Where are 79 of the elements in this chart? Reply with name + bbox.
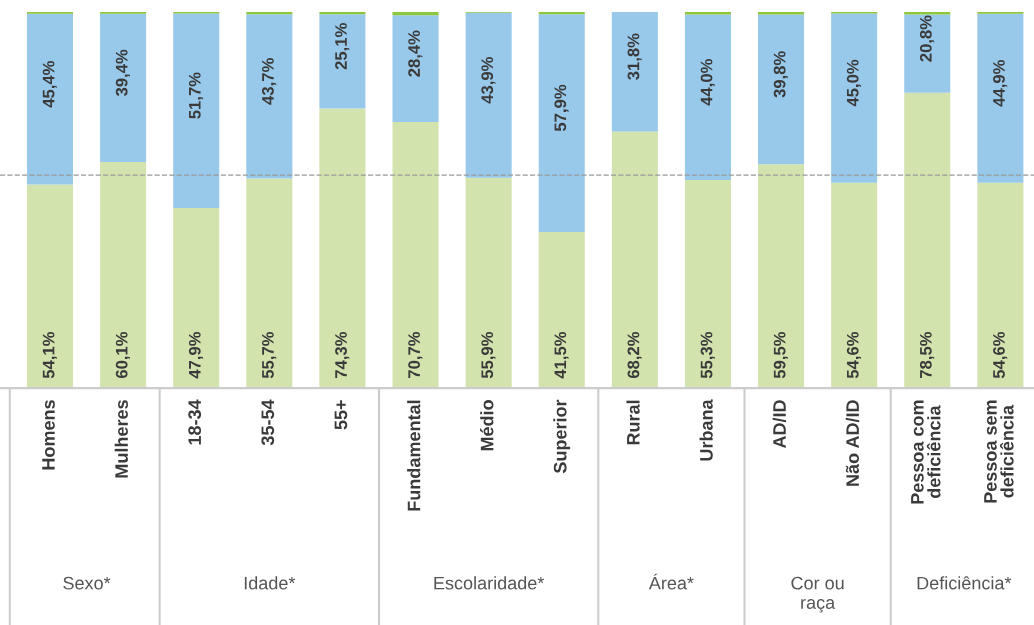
x-tick-label: Urbana	[699, 399, 713, 461]
bar	[392, 15, 439, 123]
data-label: 70,7%	[408, 331, 423, 378]
bar	[904, 92, 951, 389]
data-label: 59,5%	[773, 331, 788, 379]
bar	[246, 178, 293, 389]
bar	[977, 182, 1024, 389]
data-label: 28,4%	[408, 30, 423, 77]
data-label: 45,0%	[846, 59, 862, 107]
data-label: 31,8%	[627, 33, 642, 80]
data-label: 25,1%	[335, 23, 350, 70]
bar	[465, 12, 512, 178]
data-label: 54,6%	[993, 331, 1008, 379]
bar	[758, 14, 805, 165]
data-label: 39,4%	[115, 49, 130, 97]
bar	[831, 13, 878, 183]
data-label: 54,6%	[846, 331, 862, 379]
text: Deficiência*	[917, 576, 1012, 590]
x-tick-label: Rural	[626, 400, 640, 445]
data-label: 44,0%	[700, 59, 715, 106]
bar	[758, 164, 805, 389]
data-label: 57,9%	[554, 84, 569, 132]
bar	[684, 180, 731, 389]
data-label: 51,7%	[188, 72, 204, 119]
text: Escolaridade*	[434, 576, 545, 590]
bar	[538, 231, 585, 389]
x-tick-label: Pessoa sem deficiência	[984, 400, 1014, 503]
data-label: 47,9%	[188, 331, 204, 379]
x-tick-label: Fundamental	[407, 400, 421, 511]
bar	[392, 122, 439, 389]
x-tick-label: Pessoa com deficiência	[911, 400, 941, 504]
text: Sexo*	[63, 576, 111, 590]
x-tick-label: Médio	[480, 400, 494, 451]
data-label: 55,7%	[262, 331, 277, 379]
text: Idade*	[244, 576, 296, 590]
bar	[538, 14, 585, 232]
data-label: 39,8%	[773, 51, 788, 98]
x-tick-label: 35-54	[261, 399, 275, 446]
bar	[904, 11, 951, 15]
bar	[100, 162, 147, 389]
data-label: 55,9%	[481, 331, 496, 379]
bar	[26, 184, 74, 389]
bar	[758, 11, 805, 15]
text: Cor ou raça	[791, 576, 844, 613]
data-label: 78,5%	[919, 331, 935, 378]
bar	[319, 108, 366, 389]
data-label: 54,1%	[42, 331, 57, 379]
data-label: 68,2%	[627, 331, 642, 379]
bar	[684, 11, 731, 15]
x-tick-label: Homens	[42, 400, 55, 470]
data-label: 45,4%	[42, 60, 57, 108]
bar	[684, 14, 731, 181]
bar	[977, 13, 1024, 183]
bar	[26, 13, 74, 185]
bar	[831, 182, 878, 389]
x-tick-label: Mulheres	[114, 400, 128, 478]
bar	[173, 13, 220, 208]
bar	[173, 207, 220, 389]
x-tick-label: Superior	[553, 399, 571, 474]
bar	[319, 14, 366, 109]
x-tick-label: AD/ID	[772, 400, 787, 449]
data-label: 43,9%	[481, 56, 496, 104]
data-label: 60,1%	[115, 331, 130, 379]
text: Área*	[648, 573, 694, 590]
bar	[904, 14, 951, 93]
bar	[100, 13, 147, 162]
x-tick-label: 55+	[334, 400, 348, 430]
data-label: 74,3%	[335, 331, 350, 378]
data-label: 41,5%	[554, 331, 569, 379]
data-label: 20,8%	[919, 15, 935, 62]
x-tick-label: Não AD/ID	[845, 400, 860, 486]
bar	[611, 131, 658, 389]
data-label: 44,9%	[993, 59, 1008, 107]
data-label: 43,7%	[261, 58, 277, 105]
bar	[246, 14, 293, 179]
bar	[465, 177, 512, 389]
bar	[611, 11, 658, 132]
data-label: 55,3%	[700, 331, 715, 379]
x-tick-label: 18-34	[188, 399, 202, 445]
